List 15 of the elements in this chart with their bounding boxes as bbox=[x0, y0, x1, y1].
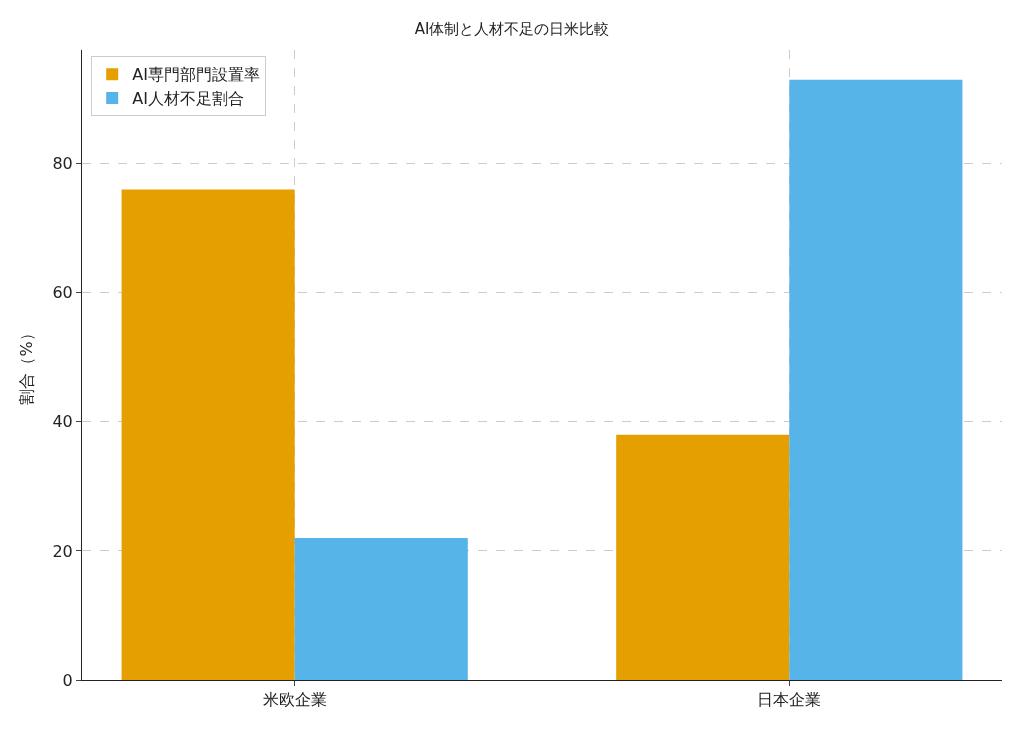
y-tick-label: 0 bbox=[62, 670, 73, 690]
x-tick-label: 米欧企業 bbox=[262, 690, 327, 710]
chart-title: AI体制と人材不足の日米比較 bbox=[414, 20, 610, 39]
legend-label: AI人材不足割合 bbox=[132, 89, 244, 109]
bar bbox=[121, 189, 295, 680]
bar bbox=[616, 434, 790, 680]
bar bbox=[294, 537, 468, 680]
x-tick-label: 日本企業 bbox=[757, 690, 822, 710]
y-tick-label: 40 bbox=[52, 412, 73, 432]
y-tick-label: 80 bbox=[52, 154, 73, 174]
y-tick-label: 20 bbox=[52, 541, 73, 561]
y-tick-label: 60 bbox=[52, 283, 73, 303]
bar bbox=[789, 79, 963, 680]
legend-label: AI専門部門設置率 bbox=[132, 65, 260, 85]
y-axis-title: 割合（%） bbox=[17, 325, 37, 405]
